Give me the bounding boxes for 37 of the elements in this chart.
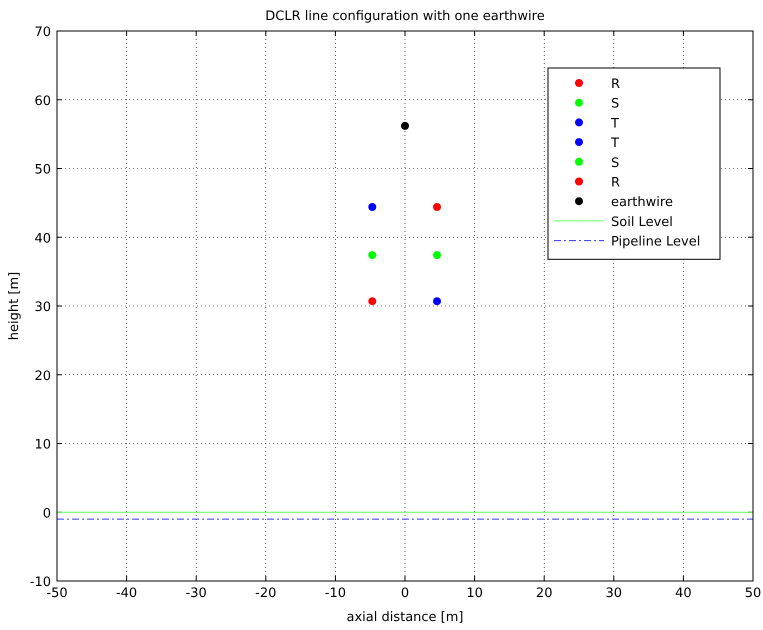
x-tick-label: 10 — [466, 586, 483, 601]
x-tick-label: 0 — [400, 586, 410, 601]
y-tick-label: 70 — [34, 25, 51, 40]
y-axis-title: height [m] — [7, 272, 22, 340]
legend-label: S — [611, 96, 620, 112]
y-tick-label: 0 — [42, 506, 51, 522]
x-tick-label: -10 — [324, 586, 346, 601]
y-tick-label: 20 — [34, 368, 51, 384]
point — [433, 297, 442, 306]
point — [401, 122, 409, 130]
x-tick-label: -30 — [186, 586, 207, 601]
y-tick-label: 50 — [34, 162, 51, 178]
point — [368, 251, 376, 260]
legend-label: S — [611, 156, 620, 171]
y-tick-label: 30 — [34, 300, 51, 315]
x-tick-label: -20 — [255, 586, 276, 601]
y-tick-label: 10 — [34, 438, 51, 452]
legend-label: R — [611, 176, 620, 190]
point — [368, 297, 376, 306]
legend-label: T — [610, 136, 619, 152]
legend-label: Pipeline Level — [611, 234, 700, 250]
point — [368, 203, 376, 211]
point — [433, 203, 442, 211]
y-tick-label: 40 — [34, 231, 51, 246]
x-tick-label: 40 — [675, 586, 692, 601]
point — [433, 251, 442, 260]
x-tick-label: -40 — [116, 586, 138, 601]
legend-label: T — [610, 116, 619, 132]
y-tick-label: 60 — [34, 94, 51, 109]
x-tick-label: 20 — [536, 586, 552, 601]
chart-title: DCLR line configuration with one earthwire — [265, 9, 545, 24]
x-tick-label: 30 — [606, 586, 622, 601]
legend-label: R — [611, 77, 620, 92]
x-tick-label: 50 — [744, 586, 762, 601]
legend-label: earthwire — [611, 195, 673, 210]
legend-label: Soil Level — [611, 214, 673, 230]
x-axis-title: axial distance [m] — [346, 610, 464, 625]
